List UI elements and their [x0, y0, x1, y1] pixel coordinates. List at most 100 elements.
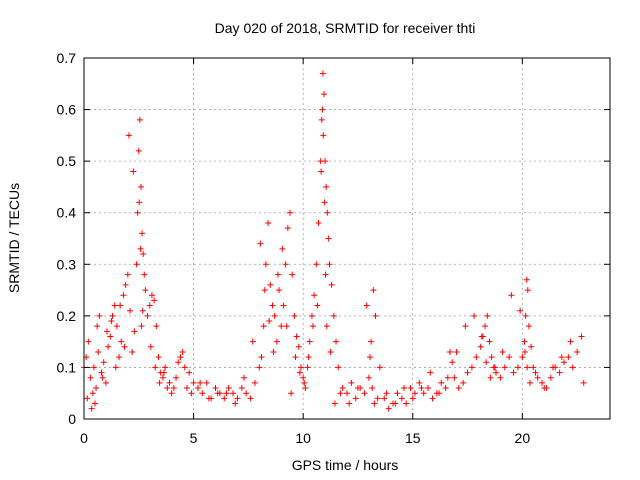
- data-point: [203, 379, 210, 386]
- data-point: [137, 183, 144, 190]
- data-point: [322, 158, 329, 165]
- data-point: [84, 395, 91, 402]
- data-point: [371, 400, 378, 407]
- x-tick-label: 10: [295, 430, 311, 446]
- data-point: [519, 354, 526, 361]
- data-point: [484, 312, 491, 319]
- data-point: [262, 261, 269, 268]
- data-point: [330, 312, 337, 319]
- chart-title: Day 020 of 2018, SRMTID for receiver tht…: [215, 20, 476, 36]
- data-point: [257, 240, 264, 247]
- data-point: [530, 364, 537, 371]
- data-point: [486, 338, 493, 345]
- data-point: [352, 395, 359, 402]
- data-point: [335, 364, 342, 371]
- data-point: [130, 168, 137, 175]
- x-tick-label: 20: [515, 430, 531, 446]
- data-point: [560, 359, 567, 366]
- data-point: [138, 323, 145, 330]
- data-point: [260, 323, 267, 330]
- y-tick-label: 0.3: [57, 256, 77, 272]
- data-point: [499, 348, 506, 355]
- data-point: [131, 328, 138, 335]
- data-point: [287, 209, 294, 216]
- data-point: [527, 379, 534, 386]
- data-point: [301, 379, 308, 386]
- data-point: [528, 343, 535, 350]
- y-tick-label: 0.5: [57, 153, 77, 169]
- data-point: [194, 385, 201, 392]
- data-point: [156, 379, 163, 386]
- data-point: [184, 385, 191, 392]
- data-point: [478, 333, 485, 340]
- axis-ticks: [83, 57, 610, 420]
- data-point: [162, 364, 169, 371]
- data-point: [282, 261, 289, 268]
- data-point: [197, 379, 204, 386]
- data-point: [323, 183, 330, 190]
- y-tick-label: 0.7: [57, 50, 77, 66]
- data-point: [483, 359, 490, 366]
- data-point: [381, 395, 388, 402]
- data-point: [136, 199, 143, 206]
- data-point: [243, 390, 250, 397]
- data-point: [328, 281, 335, 288]
- data-point: [118, 338, 125, 345]
- data-point: [98, 369, 105, 376]
- data-point: [331, 400, 338, 407]
- x-tick-label: 0: [80, 430, 88, 446]
- data-point: [269, 302, 276, 309]
- data-point: [438, 379, 445, 386]
- x-tick-labels: 0 5 10 15 20: [80, 430, 530, 446]
- data-point: [120, 292, 127, 299]
- data-point: [223, 390, 230, 397]
- data-point: [151, 297, 158, 304]
- data-point: [230, 390, 237, 397]
- data-point: [313, 261, 320, 268]
- data-point: [289, 271, 296, 278]
- data-point: [135, 147, 142, 154]
- data-point: [141, 271, 148, 278]
- data-point: [139, 230, 146, 237]
- data-point: [304, 364, 311, 371]
- data-point: [425, 385, 432, 392]
- y-tick-label: 0.4: [57, 205, 77, 221]
- data-point: [100, 359, 107, 366]
- data-point: [310, 323, 317, 330]
- data-point: [488, 354, 495, 361]
- data-point: [508, 292, 515, 299]
- data-point: [212, 385, 219, 392]
- data-point: [501, 364, 508, 371]
- data-point: [284, 225, 291, 232]
- data-point: [361, 390, 368, 397]
- data-point: [107, 333, 114, 340]
- data-point: [280, 302, 287, 309]
- data-point: [369, 385, 376, 392]
- data-point: [221, 395, 228, 402]
- data-point: [325, 235, 332, 242]
- y-tick-label: 0.1: [57, 359, 77, 375]
- data-point: [407, 385, 414, 392]
- data-point: [271, 312, 278, 319]
- y-tick-label: 0.6: [57, 102, 77, 118]
- data-point: [411, 390, 418, 397]
- data-point: [139, 307, 146, 314]
- data-point: [315, 220, 322, 227]
- data-point: [305, 354, 312, 361]
- data-point: [142, 287, 149, 294]
- data-point: [168, 390, 175, 397]
- data-point: [558, 354, 565, 361]
- data-point: [471, 312, 478, 319]
- data-point: [372, 312, 379, 319]
- data-point: [91, 400, 98, 407]
- data-point: [491, 364, 498, 371]
- data-point: [447, 348, 454, 355]
- data-point: [473, 354, 480, 361]
- data-point: [550, 364, 557, 371]
- data-point: [442, 385, 449, 392]
- data-point: [385, 405, 392, 412]
- data-point: [136, 116, 143, 123]
- data-point: [318, 168, 325, 175]
- data-point: [556, 369, 563, 376]
